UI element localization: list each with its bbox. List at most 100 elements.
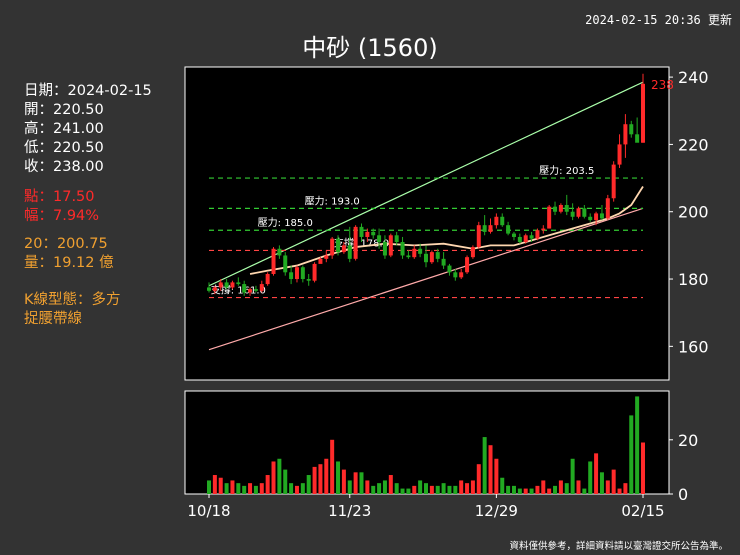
- info-change-pct: 幅：7.94%: [24, 208, 100, 224]
- candle-body: [500, 216, 505, 226]
- volume-bar: [494, 458, 499, 494]
- volume-tick-label: 20: [678, 431, 698, 450]
- volume-bar: [400, 488, 405, 494]
- volume-bar: [230, 480, 235, 494]
- price-tick-label: 180: [678, 270, 709, 289]
- candle-body: [330, 238, 335, 256]
- candle-body: [465, 257, 470, 273]
- candle-body: [371, 231, 376, 236]
- candle-body: [594, 213, 599, 221]
- candle-body: [365, 231, 370, 237]
- price-tick-label: 240: [678, 68, 709, 87]
- volume-bar: [212, 475, 217, 494]
- candle-body: [447, 265, 452, 273]
- candle-body: [482, 225, 487, 232]
- volume-bar: [476, 464, 481, 494]
- candle-body: [599, 213, 604, 219]
- candle-body: [470, 247, 475, 258]
- volume-bar: [365, 480, 370, 494]
- candle-body: [412, 248, 417, 258]
- candle-body: [207, 287, 211, 291]
- info-volume: 量：19.12 億: [24, 255, 114, 271]
- volume-bar: [506, 485, 511, 494]
- candle-body: [429, 252, 434, 263]
- x-tick-label: 02/15: [621, 502, 664, 520]
- info-pattern-name: 捉腰帶線: [24, 311, 82, 327]
- candle-body: [605, 198, 610, 219]
- support-label: 支撐: 161.0: [211, 284, 266, 297]
- candle-body: [523, 235, 528, 243]
- volume-bar: [570, 458, 575, 494]
- candle-body: [488, 225, 493, 232]
- volume-bar: [623, 483, 628, 494]
- volume-bar: [242, 485, 247, 494]
- chart-title: 中砂 (1560): [302, 34, 438, 62]
- volume-bar: [541, 480, 546, 494]
- candle-body: [588, 216, 593, 221]
- volume-bar: [353, 472, 358, 494]
- price-tick-label: 200: [678, 203, 709, 222]
- volume-bar: [207, 480, 211, 494]
- candle-body: [224, 282, 229, 288]
- volume-bar: [553, 485, 558, 494]
- volume-bar: [371, 485, 376, 494]
- candle-body: [611, 164, 616, 199]
- candle-body: [294, 267, 299, 280]
- x-tick-label: 10/18: [187, 502, 230, 520]
- lower-trendline: [208, 207, 644, 351]
- volume-bar: [529, 488, 534, 494]
- candle-body: [324, 255, 329, 259]
- candle-body: [564, 204, 569, 212]
- candle-body: [236, 282, 241, 285]
- volume-bar: [218, 477, 223, 494]
- candle-body: [271, 248, 276, 274]
- volume-bar: [599, 472, 604, 494]
- volume-bar: [424, 483, 428, 494]
- disclaimer-footer: 資料僅供參考，詳細資料請以臺灣證交所公告為準。: [509, 541, 728, 552]
- info-date: 日期：2024-02-15: [24, 83, 152, 99]
- candle-body: [248, 289, 253, 293]
- candle-body: [283, 255, 288, 273]
- candle-body: [277, 248, 282, 256]
- candle-body: [617, 144, 622, 165]
- volume-bar: [265, 475, 270, 494]
- candle-body: [382, 242, 387, 256]
- candle-body: [394, 235, 399, 243]
- candle-body: [400, 242, 405, 256]
- volume-bar: [359, 472, 364, 494]
- volume-bar: [611, 469, 616, 494]
- volume-bar: [406, 488, 411, 494]
- volume-bar: [605, 480, 610, 494]
- volume-bar: [336, 461, 341, 494]
- volume-bar: [236, 483, 241, 494]
- volume-bar: [576, 480, 581, 494]
- candle-body: [623, 124, 628, 145]
- candle-body: [253, 289, 258, 291]
- candle-body: [259, 284, 264, 291]
- volume-bar: [470, 480, 475, 494]
- volume-bar: [641, 442, 645, 494]
- candle-body: [547, 206, 552, 229]
- candle-body: [511, 233, 516, 237]
- candle-body: [300, 267, 305, 280]
- volume-bar: [547, 488, 552, 494]
- candle-body: [576, 208, 581, 217]
- volume-bar: [418, 480, 423, 494]
- candle-body: [517, 236, 522, 243]
- x-tick-label: 11/23: [328, 502, 371, 520]
- info-high: 高：241.00: [24, 121, 104, 137]
- volume-bar: [394, 483, 399, 494]
- candle-body: [388, 235, 393, 256]
- candle-body: [459, 272, 464, 278]
- candle-body: [312, 263, 317, 281]
- volume-bar: [294, 485, 299, 494]
- volume-bar: [259, 483, 264, 494]
- volume-bar: [253, 485, 258, 494]
- info-low: 低：220.50: [24, 140, 104, 156]
- candle-body: [418, 248, 423, 254]
- last-price-label: 238: [651, 78, 674, 92]
- volume-bar: [617, 488, 622, 494]
- x-tick-label: 12/29: [475, 502, 518, 520]
- volume-bar: [330, 439, 335, 494]
